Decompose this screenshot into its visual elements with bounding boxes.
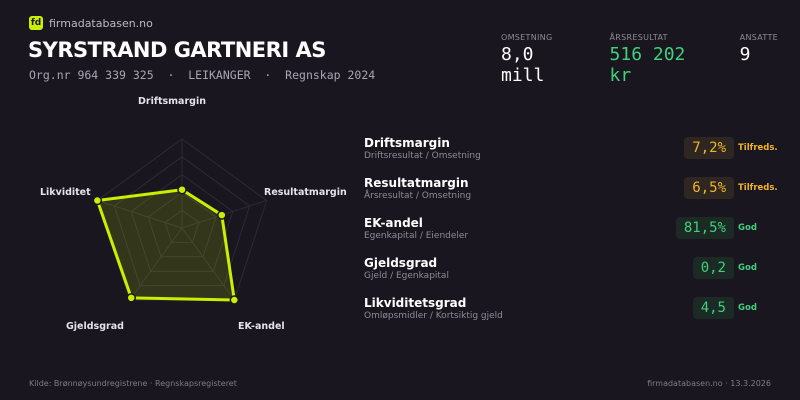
radar-grid-ring: [147, 191, 217, 258]
radar-data-area: [95, 188, 236, 302]
axis-label: Gjeldsgrad: [66, 321, 124, 332]
metric-row: Gjeldsgrad Gjeld / Egenkapital 0,2 God: [364, 256, 784, 296]
radar-grid-ring: [130, 173, 234, 272]
metric-desc: Egenkapital / Eiendeler: [364, 231, 469, 241]
radar-data-point: [92, 195, 103, 206]
stat-label: ÅRSRESULTAT: [609, 33, 668, 42]
metric-rating: God: [738, 303, 757, 313]
radar-grid-ring: [164, 209, 200, 243]
company-subtitle: Org.nr 964 339 325 · LEIKANGER · Regnska…: [29, 68, 376, 82]
metric-rating: God: [738, 223, 757, 233]
metric-name: Gjeldsgrad: [364, 256, 438, 270]
axis-label: EK-andel: [238, 321, 285, 332]
radar-axis-line: [129, 227, 183, 301]
metric-value: 0,2: [692, 257, 734, 279]
radar-data-point: [126, 293, 137, 303]
metric-value: 7,2%: [684, 137, 734, 159]
metric-name: Driftsmargin: [364, 136, 450, 150]
metric-row: Driftsmargin Driftsresultat / Omsetning 7,…: [364, 136, 784, 176]
metric-name: Likviditetsgrad: [364, 296, 467, 310]
footer-source: Kilde: Brønnøysundregistrene · Regnskaps…: [29, 379, 237, 388]
stat-label: ANSATTE: [739, 33, 778, 42]
brand: fd firmadatabasen.no: [29, 16, 153, 30]
radar-data-point: [177, 184, 187, 195]
key-stats: OMSETNING 8,0 mill ÅRSRESULTAT 516 202 kr …: [501, 33, 800, 86]
metric-rating: God: [738, 263, 757, 273]
stat-value: 9: [739, 44, 751, 65]
company-name: SYRSTRAND GARTNERI AS: [28, 38, 326, 62]
metric-name: Resultatmargin: [364, 176, 469, 190]
radar-axis-line: [181, 227, 235, 301]
axis-label: Likviditet: [40, 187, 91, 198]
radar-chart: [92, 138, 268, 305]
stat-omsetning: OMSETNING 8,0 mill: [501, 33, 588, 86]
stat-label: OMSETNING: [501, 33, 553, 42]
metric-desc: Omløpsmidler / Kortsiktig gjeld: [364, 311, 503, 321]
metrics-list: Driftsmargin Driftsresultat / Omsetning 7,…: [364, 136, 784, 336]
metric-row: Likviditetsgrad Omløpsmidler / Kortsiktig…: [364, 296, 784, 336]
metric-value: 6,5%: [684, 177, 734, 199]
axis-label: Driftsmargin: [138, 96, 206, 107]
radar-data-point: [217, 210, 227, 220]
metric-value: 81,5%: [675, 217, 734, 239]
stat-value: 8,0 mill: [501, 44, 545, 86]
footer-site: firmadatabasen.no · 13.3.2026: [647, 379, 771, 388]
metric-row: Resultatmargin Årsresultat / Omsetning 6,5…: [364, 176, 784, 216]
logo: fd: [29, 16, 43, 30]
metric-row: EK-andel Egenkapital / Eiendeler 81,5% God: [364, 216, 784, 256]
radar-data-point: [229, 295, 240, 305]
brand-name: firmadatabasen.no: [49, 16, 153, 30]
metric-desc: Årsresultat / Omsetning: [364, 191, 472, 201]
metric-desc: Gjeld / Egenkapital: [364, 271, 449, 281]
metric-rating: Tilfreds.: [738, 183, 778, 193]
metric-rating: Tilfreds.: [738, 143, 778, 153]
axis-label: Resultatmargin: [264, 187, 347, 198]
radar-axis-line: [97, 200, 183, 229]
metric-desc: Driftsresultat / Omsetning: [364, 151, 481, 161]
metric-name: EK-andel: [364, 216, 423, 230]
stat-ansatte: ANSATTE 9: [740, 33, 778, 86]
stat-arsresultat: ÅRSRESULTAT 516 202 kr: [610, 33, 718, 86]
metric-value: 4,5: [692, 297, 734, 319]
stat-value: 516 202 kr: [609, 44, 686, 86]
